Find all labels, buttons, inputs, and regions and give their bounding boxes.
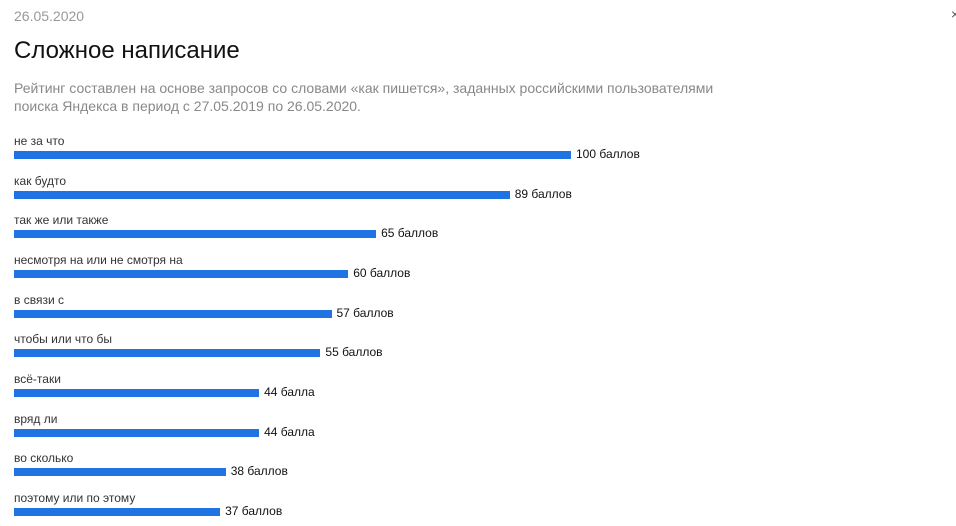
category-label: несмотря на или не смотря на [14, 252, 183, 267]
category-label: так же или также [14, 213, 109, 228]
value-label: 57 баллов [336, 305, 394, 320]
bar [14, 269, 349, 278]
bar [14, 388, 260, 397]
bar [14, 428, 260, 437]
value-label: 65 баллов [381, 226, 439, 241]
bar [14, 309, 332, 318]
category-label: в связи с [14, 292, 64, 307]
value-label: 60 баллов [353, 265, 411, 280]
bar [14, 349, 321, 358]
category-label: чтобы или что бы [14, 332, 112, 347]
bar [14, 230, 377, 239]
date-label: 26.05.2020 [14, 8, 85, 24]
value-label: 55 баллов [325, 345, 383, 360]
category-label: как будто [14, 173, 67, 188]
value-label: 38 баллов [230, 464, 288, 479]
category-label: всё-таки [14, 371, 61, 386]
value-label: 37 баллов [225, 503, 283, 518]
close-icon[interactable]: × [951, 6, 956, 22]
category-label: вряд ли [14, 411, 58, 426]
value-label: 89 баллов [514, 186, 572, 201]
category-label: во сколько [14, 451, 74, 466]
bar [14, 151, 571, 159]
bar [14, 507, 221, 516]
chart-subtitle: Рейтинг составлен на основе запросов со … [14, 80, 714, 114]
value-label: 44 балла [264, 384, 315, 399]
value-label: 100 баллов [576, 147, 640, 161]
chart-title: Сложное написание [14, 37, 240, 64]
value-label: 44 балла [264, 424, 315, 439]
category-label: поэтому или по этому [14, 490, 136, 505]
bar [14, 468, 226, 477]
bar [14, 190, 510, 199]
category-label: не за что [14, 134, 65, 148]
